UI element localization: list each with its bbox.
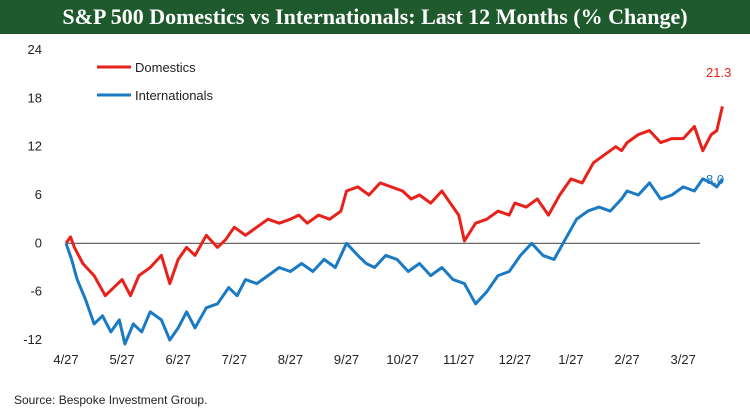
- x-tick-label: 9/27: [334, 352, 359, 367]
- y-tick-label: 0: [35, 235, 42, 250]
- line-chart: 24 18 12 6 0 -6 -12 4/27 5/27 6/27 7/27 8/27 9/27 10…: [23, 42, 731, 367]
- series-lines: [64, 106, 724, 346]
- y-axis: 24 18 12 6 0 -6 -12: [23, 42, 42, 347]
- x-tick-label: 12/27: [499, 352, 532, 367]
- x-tick-label: 3/27: [671, 352, 696, 367]
- y-tick-label: -12: [23, 332, 42, 347]
- x-tick-label: 1/27: [558, 352, 583, 367]
- x-axis: 4/27 5/27 6/27 7/27 8/27 9/27 10/27 11/27 12/27 1…: [53, 352, 695, 367]
- x-tick-label: 6/27: [166, 352, 191, 367]
- series-line-internationals: [64, 177, 724, 346]
- x-tick-label: 7/27: [222, 352, 247, 367]
- end-labels: 21.3 8.0: [706, 65, 731, 187]
- x-tick-label: 2/27: [614, 352, 639, 367]
- x-tick-label: 5/27: [109, 352, 134, 367]
- series-line-domestics: [64, 106, 724, 298]
- source-note: Source: Bespoke Investment Group.: [14, 393, 208, 407]
- x-tick-label: 10/27: [386, 352, 419, 367]
- y-tick-label: 18: [28, 90, 42, 105]
- legend-label-domestics: Domestics: [135, 60, 196, 75]
- x-tick-label: 4/27: [53, 352, 78, 367]
- y-tick-label: 12: [28, 139, 42, 154]
- end-label-domestics: 21.3: [706, 65, 731, 80]
- legend-label-internationals: Internationals: [135, 88, 214, 103]
- x-tick-label: 11/27: [443, 352, 475, 367]
- y-tick-label: 24: [28, 42, 42, 57]
- end-label-internationals: 8.0: [706, 172, 724, 187]
- legend: Domestics Internationals: [97, 60, 214, 103]
- y-tick-label: -6: [30, 284, 42, 299]
- y-tick-label: 6: [35, 187, 42, 202]
- x-tick-label: 8/27: [278, 352, 303, 367]
- chart-title: S&P 500 Domestics vs Internationals: Las…: [0, 0, 750, 34]
